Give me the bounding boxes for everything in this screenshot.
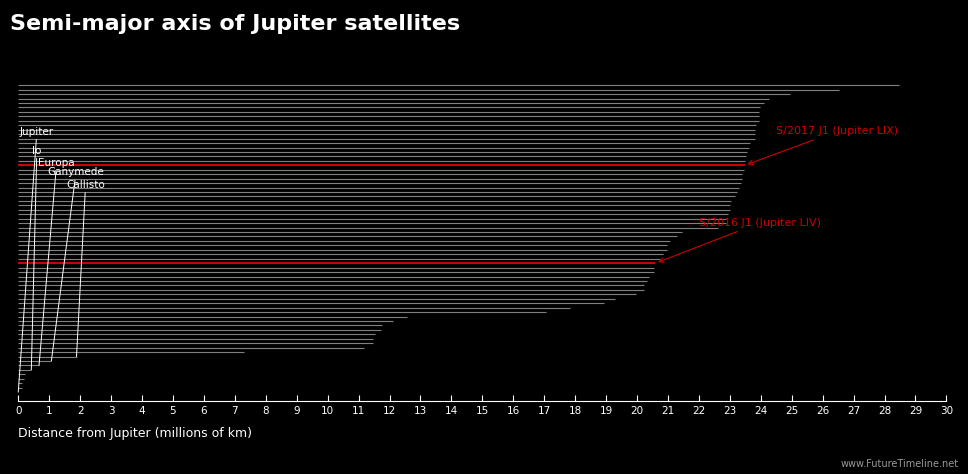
Text: Ganymede: Ganymede — [47, 167, 105, 361]
Text: Io: Io — [31, 146, 42, 370]
X-axis label: Distance from Jupiter (millions of km): Distance from Jupiter (millions of km) — [18, 427, 253, 440]
Text: www.FutureTimeline.net: www.FutureTimeline.net — [840, 459, 958, 469]
Text: S/2016 J1 (Jupiter LIV): S/2016 J1 (Jupiter LIV) — [659, 218, 821, 262]
Text: Semi-major axis of Jupiter satellites: Semi-major axis of Jupiter satellites — [10, 14, 460, 34]
Text: Callisto: Callisto — [66, 180, 105, 356]
Text: Jupiter: Jupiter — [18, 127, 54, 392]
Text: Europa: Europa — [39, 158, 75, 365]
Text: S/2017 J1 (Jupiter LIX): S/2017 J1 (Jupiter LIX) — [748, 126, 898, 164]
